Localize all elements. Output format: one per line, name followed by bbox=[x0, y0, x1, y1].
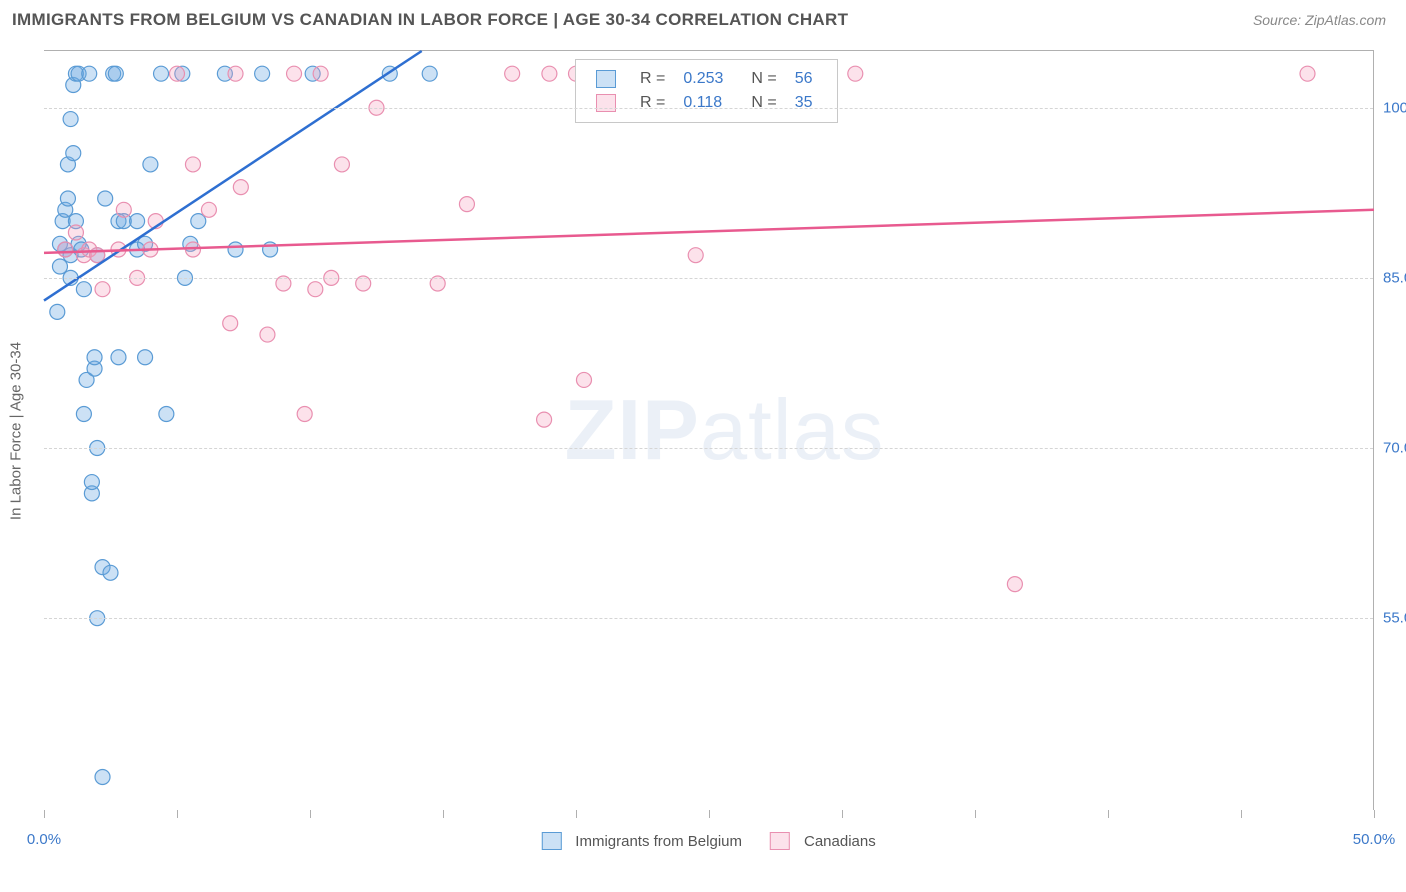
data-point bbox=[138, 350, 153, 365]
x-tick bbox=[709, 810, 710, 818]
data-point bbox=[1007, 577, 1022, 592]
data-point bbox=[334, 157, 349, 172]
x-tick bbox=[1108, 810, 1109, 818]
data-point bbox=[191, 214, 206, 229]
legend-swatch bbox=[541, 832, 561, 850]
x-tick bbox=[1241, 810, 1242, 818]
r-value: 0.253 bbox=[675, 68, 731, 90]
n-label: N = bbox=[733, 92, 784, 114]
y-tick-label: 70.0% bbox=[1383, 440, 1406, 457]
data-point bbox=[308, 282, 323, 297]
data-point bbox=[66, 146, 81, 161]
data-point bbox=[82, 66, 97, 81]
data-point bbox=[116, 202, 131, 217]
n-label: N = bbox=[733, 68, 784, 90]
data-point bbox=[185, 242, 200, 257]
data-point bbox=[130, 214, 145, 229]
series-legend: Immigrants from Belgium Canadians bbox=[541, 832, 875, 850]
gridline bbox=[44, 618, 1373, 619]
data-point bbox=[63, 112, 78, 127]
data-point bbox=[287, 66, 302, 81]
legend-label: Immigrants from Belgium bbox=[575, 833, 742, 850]
data-point bbox=[1300, 66, 1315, 81]
data-point bbox=[505, 66, 520, 81]
legend-swatch bbox=[596, 94, 616, 112]
x-tick bbox=[842, 810, 843, 818]
data-point bbox=[228, 66, 243, 81]
x-tick bbox=[975, 810, 976, 818]
x-tick bbox=[576, 810, 577, 818]
data-point bbox=[76, 406, 91, 421]
n-value: 35 bbox=[787, 92, 821, 114]
y-tick-label: 100.0% bbox=[1383, 99, 1406, 116]
data-point bbox=[576, 372, 591, 387]
data-point bbox=[688, 248, 703, 263]
legend-swatch bbox=[596, 70, 616, 88]
data-point bbox=[170, 66, 185, 81]
correlation-legend: R =0.253N =56R =0.118N =35 bbox=[575, 59, 838, 123]
data-point bbox=[58, 242, 73, 257]
gridline bbox=[44, 448, 1373, 449]
x-tick-label: 50.0% bbox=[1353, 831, 1396, 848]
source-label: Source: ZipAtlas.com bbox=[1253, 12, 1386, 28]
x-tick bbox=[443, 810, 444, 818]
data-point bbox=[159, 406, 174, 421]
data-point bbox=[255, 66, 270, 81]
legend-item: Canadians bbox=[770, 832, 876, 850]
r-value: 0.118 bbox=[675, 92, 731, 114]
data-point bbox=[154, 66, 169, 81]
legend-row: R =0.253N =56 bbox=[588, 68, 821, 90]
gridline bbox=[44, 278, 1373, 279]
legend-row: R =0.118N =35 bbox=[588, 92, 821, 114]
data-point bbox=[422, 66, 437, 81]
data-point bbox=[542, 66, 557, 81]
data-point bbox=[537, 412, 552, 427]
data-point bbox=[260, 327, 275, 342]
data-point bbox=[76, 282, 91, 297]
data-point bbox=[201, 202, 216, 217]
data-point bbox=[98, 191, 113, 206]
data-point bbox=[228, 242, 243, 257]
regression-line bbox=[44, 210, 1374, 253]
x-tick bbox=[1374, 810, 1375, 818]
x-tick-label: 0.0% bbox=[27, 831, 61, 848]
data-point bbox=[233, 180, 248, 195]
y-tick-label: 55.0% bbox=[1383, 610, 1406, 627]
chart-plot-area: In Labor Force | Age 30-34 ZIPatlas R =0… bbox=[44, 50, 1374, 810]
r-label: R = bbox=[632, 68, 673, 90]
legend-item: Immigrants from Belgium bbox=[541, 832, 742, 850]
data-point bbox=[95, 282, 110, 297]
regression-line bbox=[44, 51, 422, 301]
y-axis-label: In Labor Force | Age 30-34 bbox=[8, 341, 25, 519]
data-point bbox=[50, 304, 65, 319]
data-point bbox=[223, 316, 238, 331]
x-tick bbox=[44, 810, 45, 818]
data-point bbox=[103, 565, 118, 580]
x-tick bbox=[310, 810, 311, 818]
data-point bbox=[297, 406, 312, 421]
data-point bbox=[52, 259, 67, 274]
data-point bbox=[459, 197, 474, 212]
scatter-svg bbox=[44, 51, 1373, 810]
data-point bbox=[84, 475, 99, 490]
data-point bbox=[108, 66, 123, 81]
data-point bbox=[143, 157, 158, 172]
data-point bbox=[185, 157, 200, 172]
gridline bbox=[44, 108, 1373, 109]
data-point bbox=[60, 191, 75, 206]
data-point bbox=[848, 66, 863, 81]
legend-label: Canadians bbox=[804, 833, 876, 850]
chart-title: IMMIGRANTS FROM BELGIUM VS CANADIAN IN L… bbox=[12, 10, 848, 30]
n-value: 56 bbox=[787, 68, 821, 90]
data-point bbox=[95, 769, 110, 784]
data-point bbox=[68, 225, 83, 240]
legend-swatch bbox=[770, 832, 790, 850]
data-point bbox=[111, 350, 126, 365]
data-point bbox=[313, 66, 328, 81]
x-tick bbox=[177, 810, 178, 818]
data-point bbox=[87, 350, 102, 365]
y-tick-label: 85.0% bbox=[1383, 269, 1406, 286]
r-label: R = bbox=[632, 92, 673, 114]
